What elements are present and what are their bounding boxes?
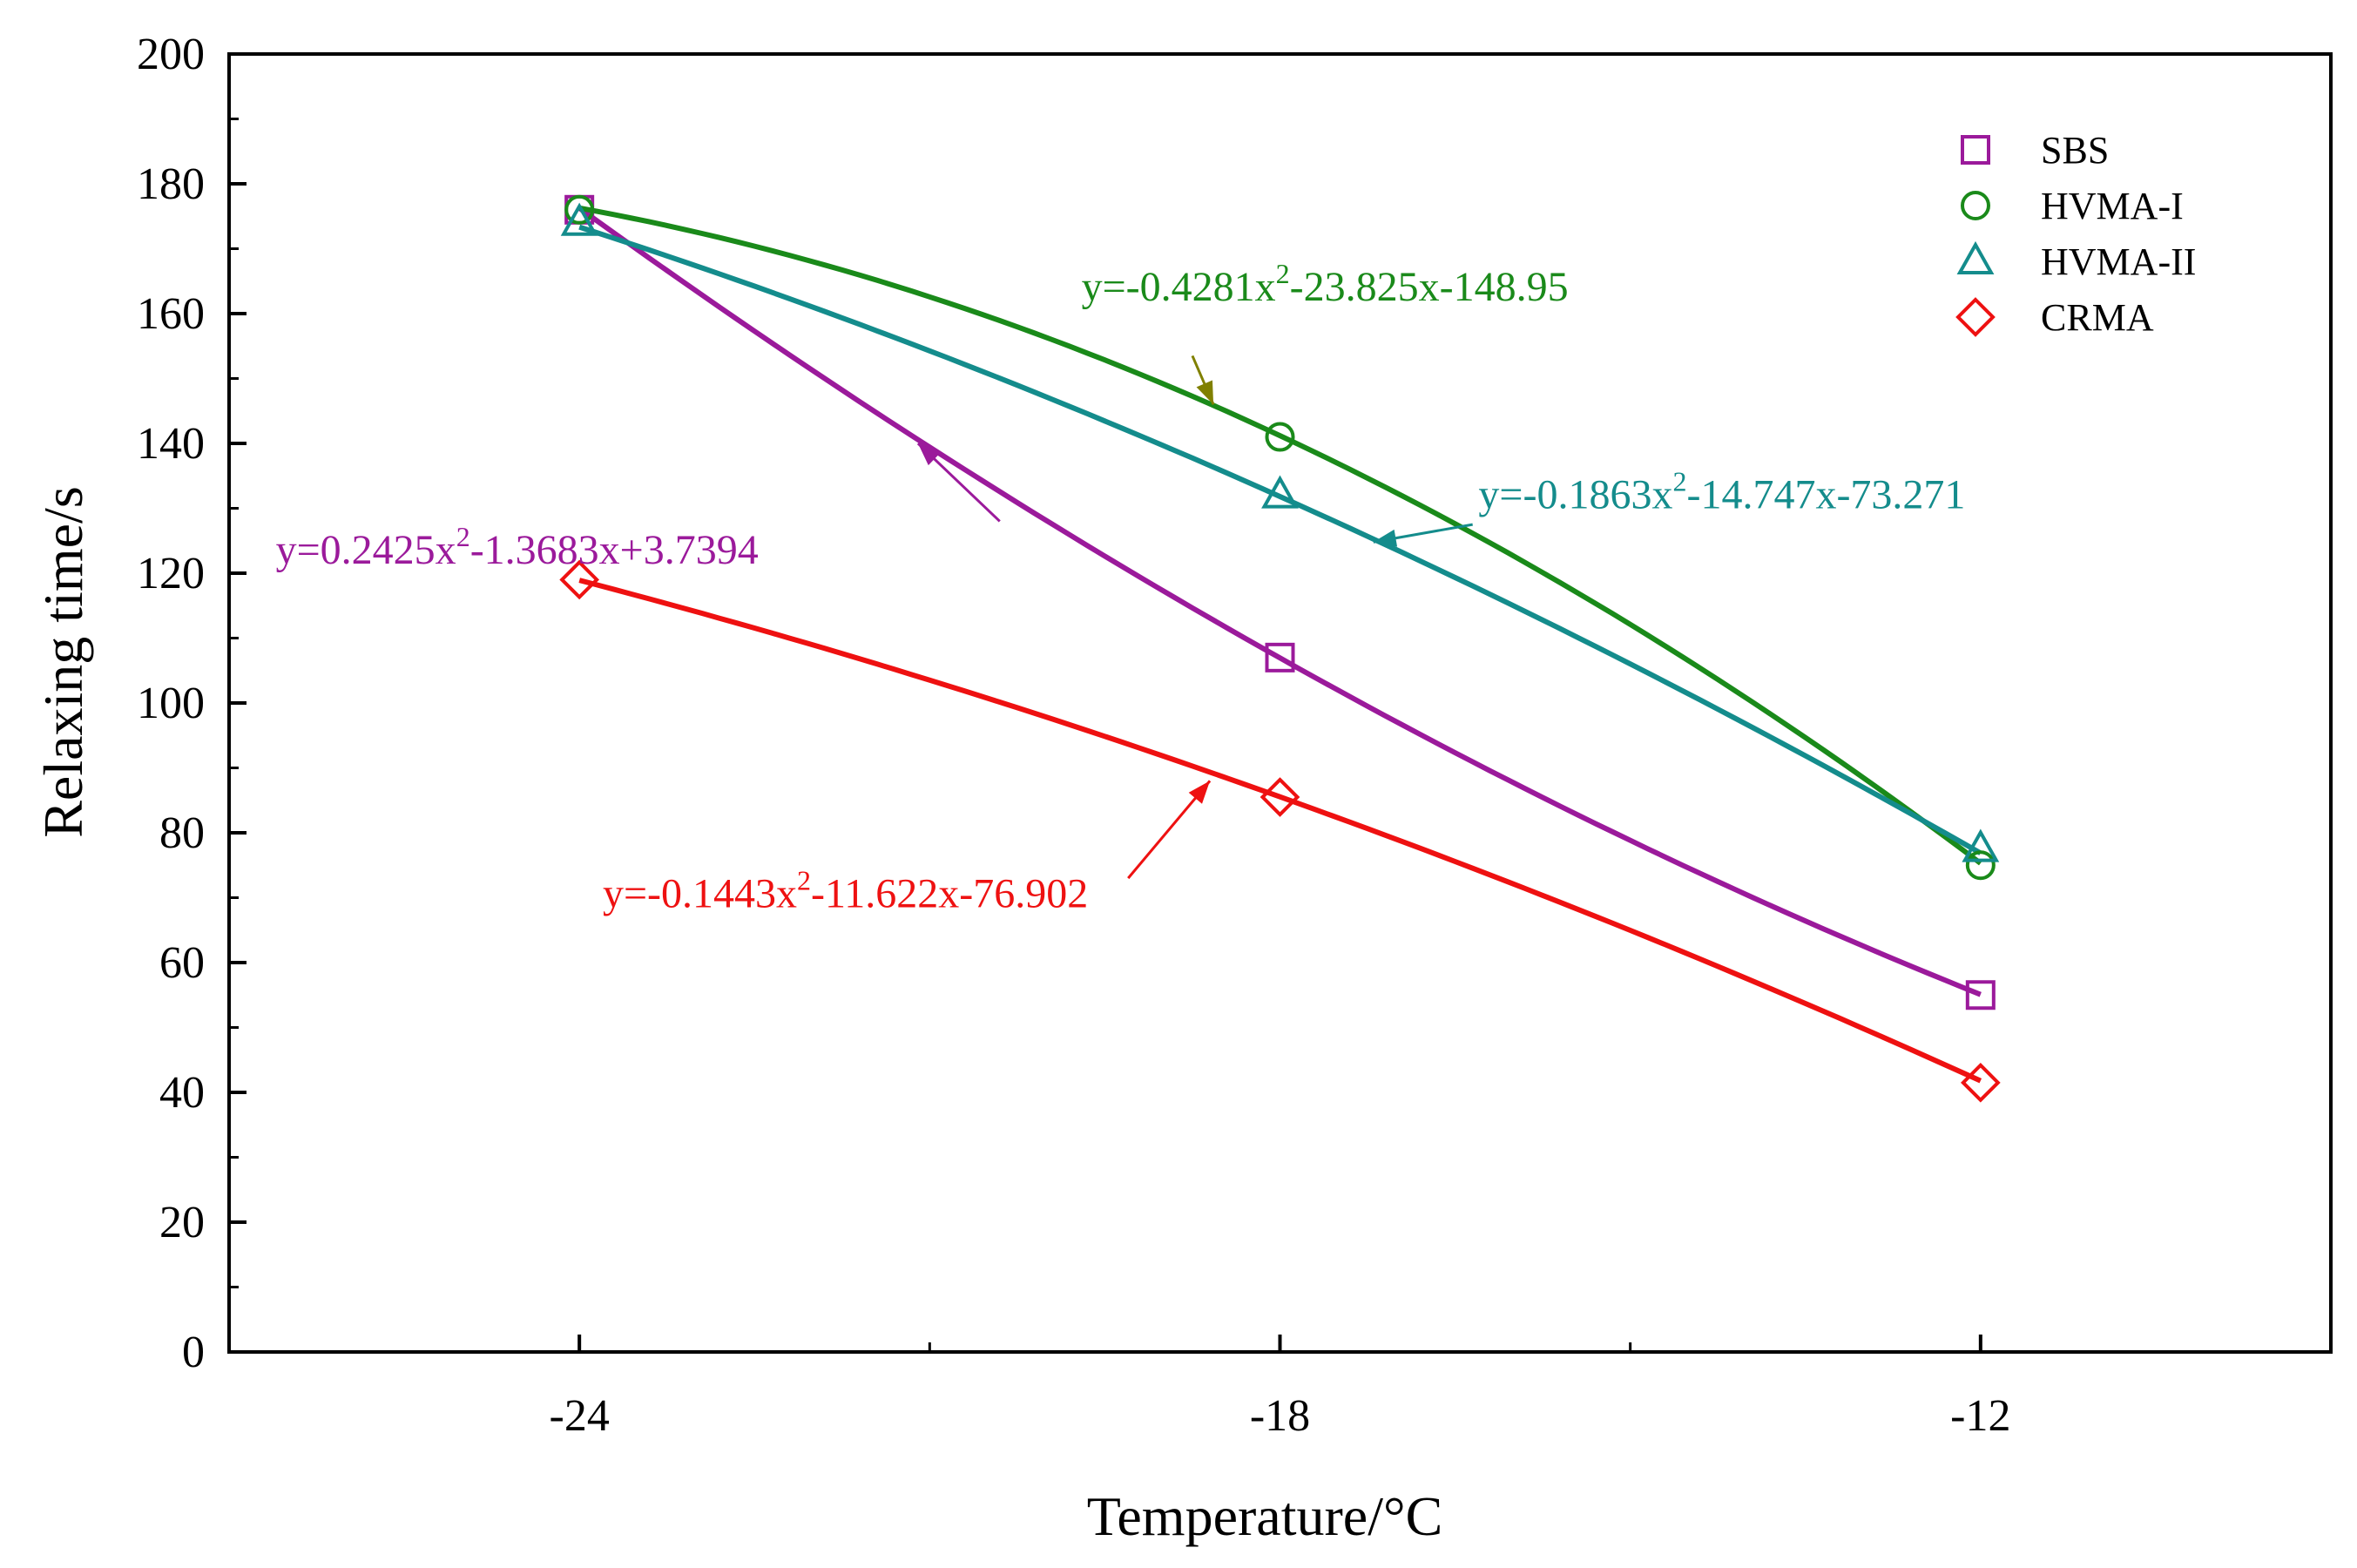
y-tick-label: 140 [137, 419, 205, 469]
y-axis-title: Relaxing time/s [32, 486, 94, 838]
equation-superscript: 2 [456, 521, 470, 552]
equation-part: y=-0.4281x [1082, 264, 1276, 310]
legend-label-crma: CRMA [2041, 296, 2154, 339]
x-tick-label: -18 [1250, 1391, 1310, 1441]
data-point-crma [1260, 777, 1300, 817]
axes: 0 20 40 60 80 100 120 140 160 180 200 -24 -18 -12 [137, 30, 2333, 1441]
y-tick-label: 20 [159, 1198, 205, 1247]
equation-part: y=0.2425x [276, 527, 456, 573]
x-tick-label: -24 [550, 1391, 610, 1441]
annotation-arrowhead-sbs [917, 443, 941, 466]
data-markers [559, 194, 2001, 1103]
equation-sbs: y=0.2425x2-1.3683x+3.7394 [276, 521, 759, 573]
annotation-arrowhead-hvma-ii [1373, 529, 1398, 547]
equation-superscript: 2 [1276, 258, 1290, 289]
equation-annotations: y=-0.4281x2-23.825x-148.95y=-0.1863x2-14… [276, 258, 1966, 917]
equation-part: -23.825x-148.95 [1290, 264, 1569, 310]
x-axis-title: Temperature/°C [1087, 1485, 1443, 1547]
y-tick-label: 80 [159, 808, 205, 858]
y-tick-label: 120 [137, 549, 205, 598]
y-tick-label: 200 [137, 30, 205, 79]
data-point-hvma-i [1965, 850, 1996, 881]
legend-label-hvma-i: HVMA-I [2041, 185, 2184, 227]
equation-part: -11.622x-76.902 [811, 871, 1088, 917]
equation-part: y=-0.1443x [603, 871, 797, 917]
x-tick-label: -12 [1950, 1391, 2010, 1441]
annotation-arrowhead-hvma-i [1196, 380, 1214, 405]
legend: SBS HVMA-I HVMA-II CRMA [1955, 129, 2196, 339]
data-point-hvma-i [564, 194, 595, 225]
y-tick-label: 160 [137, 289, 205, 339]
equation-superscript: 2 [797, 865, 811, 896]
equation-crma: y=-0.1443x2-11.622x-76.902 [603, 865, 1088, 917]
data-point-crma [559, 559, 599, 600]
data-point-sbs [1265, 642, 1295, 672]
y-tick-label: 40 [159, 1068, 205, 1118]
equation-superscript: 2 [1672, 466, 1686, 497]
y-tick-label: 60 [159, 938, 205, 988]
data-point-crma [1961, 1062, 2001, 1103]
legend-marker-sbs [1961, 135, 1990, 165]
legend-marker-hvma-i [1961, 191, 1990, 220]
y-tick-label: 100 [137, 679, 205, 728]
y-tick-label: 0 [182, 1328, 205, 1377]
fit-curve-hvma-ii [578, 224, 1982, 855]
data-point-hvma-ii [560, 202, 598, 236]
legend-marker-crma [1955, 297, 1996, 337]
equation-hvma-i: y=-0.4281x2-23.825x-148.95 [1082, 258, 1569, 310]
legend-label-hvma-ii: HVMA-II [2041, 240, 2196, 283]
fit-curves [577, 205, 1982, 1084]
equation-part: y=-0.1863x [1478, 472, 1672, 518]
fit-curve-hvma-i [578, 205, 1982, 866]
fit-curve-sbs [577, 206, 1982, 997]
legend-label-sbs: SBS [2041, 129, 2109, 172]
data-point-hvma-i [1265, 422, 1295, 452]
y-tick-label: 180 [137, 159, 205, 209]
fit-curve-crma [578, 578, 1982, 1084]
equation-part: -1.3683x+3.7394 [470, 527, 759, 573]
data-point-sbs [1965, 980, 1996, 1010]
equation-hvma-ii: y=-0.1863x2-14.747x-73.271 [1478, 466, 1965, 518]
data-point-hvma-ii [1261, 475, 1299, 509]
legend-marker-hvma-ii [1956, 240, 1995, 274]
equation-part: -14.747x-73.271 [1686, 472, 1965, 518]
annotation-arrowhead-crma [1188, 781, 1211, 804]
data-point-hvma-ii [1962, 828, 2000, 862]
